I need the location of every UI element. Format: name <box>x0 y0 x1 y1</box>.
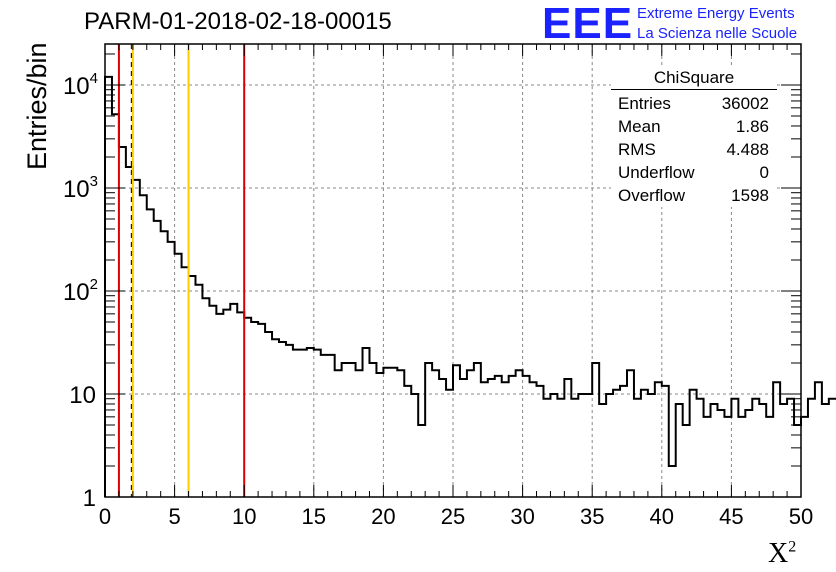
stats-box: ChiSquare Entries 36002 Mean 1.86 RMS 4.488… <box>611 68 777 207</box>
stats-label: Entries <box>618 94 671 113</box>
y-axis-label: Entries/bin <box>22 42 52 170</box>
stats-row-underflow: Underflow 0 <box>611 161 777 184</box>
eee-logo: EEE <box>542 0 634 48</box>
stats-value: 1598 <box>731 186 769 205</box>
stats-row-overflow: Overflow 1598 <box>611 184 777 207</box>
x-tick-label: 10 <box>232 504 256 529</box>
stats-value: 36002 <box>721 94 769 113</box>
x-axis-label: X2 <box>768 538 796 570</box>
stats-label: Overflow <box>618 186 686 205</box>
x-tick-label: 50 <box>789 504 813 529</box>
x-axis-label-exponent: 2 <box>788 538 797 556</box>
y-tick-label: 10 <box>69 382 96 409</box>
stats-row-rms: RMS 4.488 <box>611 138 777 161</box>
page-title: PARM-01-2018-02-18-00015 <box>84 8 392 35</box>
axis-ticks <box>104 44 802 498</box>
x-tick-label: 5 <box>168 504 180 529</box>
y-tick-label: 1 <box>83 485 96 512</box>
y-tick-label: 102 <box>63 276 98 306</box>
reference-lines <box>117 44 246 497</box>
x-tick-label: 45 <box>719 504 743 529</box>
x-tick-label: 0 <box>99 504 111 529</box>
y-tick-label: 104 <box>63 70 98 100</box>
x-axis-label-base: X <box>768 538 789 569</box>
logo-line-2: La Scienza nelle Scuole <box>637 25 798 42</box>
stats-value: 4.488 <box>726 140 769 159</box>
x-tick-label: 35 <box>580 504 604 529</box>
stats-label: Underflow <box>618 163 695 182</box>
stats-title: ChiSquare <box>611 68 777 90</box>
stats-label: RMS <box>618 140 656 159</box>
x-tick-label: 25 <box>441 504 465 529</box>
x-tick-label: 15 <box>302 504 326 529</box>
x-tick-label: 20 <box>371 504 395 529</box>
stats-row-mean: Mean 1.86 <box>611 115 777 138</box>
x-tick-label: 40 <box>650 504 674 529</box>
grid-lines <box>105 44 801 497</box>
y-tick-label: 103 <box>63 173 98 203</box>
tick-labels: 0 5 10 15 20 25 30 35 40 45 50 1 10 102 103 104 <box>63 70 813 529</box>
stats-value: 1.86 <box>735 117 769 136</box>
stats-value: 0 <box>759 163 769 182</box>
stats-row-entries: Entries 36002 <box>611 92 777 115</box>
x-tick-label: 30 <box>510 504 534 529</box>
stats-label: Mean <box>618 117 661 136</box>
logo-line-1: Extreme Energy Events <box>637 5 795 22</box>
